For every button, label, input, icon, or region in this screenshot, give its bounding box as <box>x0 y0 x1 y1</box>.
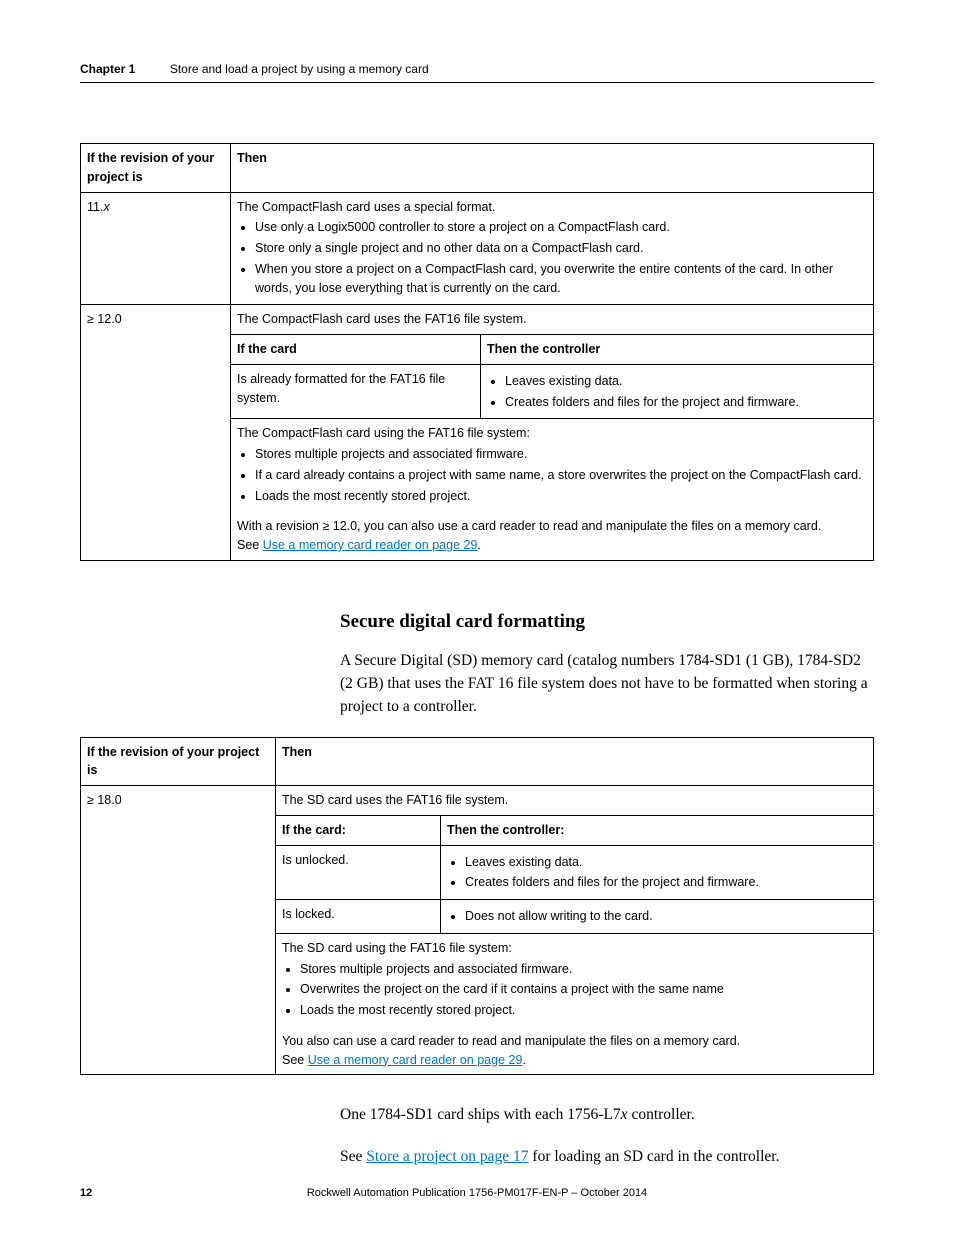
para-text: controller. <box>628 1106 695 1123</box>
col-revision-header: If the revision of your project is <box>81 144 231 193</box>
rev-cell: ≥ 18.0 <box>81 786 276 1075</box>
table-row: ≥ 12.0 The CompactFlash card uses the FA… <box>81 305 874 335</box>
rev-text: 11. <box>87 200 103 214</box>
col-then-header: Then <box>231 144 874 193</box>
table-header-row: If the revision of your project is Then <box>81 144 874 193</box>
bullet-list: Does not allow writing to the card. <box>447 907 867 926</box>
then-cell: The CompactFlash card uses a special for… <box>231 192 874 305</box>
list-item: Store only a single project and no other… <box>255 239 867 258</box>
bullet-list: Use only a Logix5000 controller to store… <box>237 218 867 297</box>
body-paragraph: See Store a project on page 17 for loadi… <box>340 1145 874 1168</box>
post-text: for loading an SD card in the controller… <box>529 1148 780 1165</box>
body-paragraph: A Secure Digital (SD) memory card (catal… <box>340 649 874 719</box>
para-text: One 1784-SD1 card ships with each 1756-L… <box>340 1106 621 1123</box>
list-item: Leaves existing data. <box>465 853 867 872</box>
list-item: Does not allow writing to the card. <box>465 907 867 926</box>
pre-text: See <box>340 1148 366 1165</box>
tail-text: You also can use a card reader to read a… <box>282 1032 867 1051</box>
bullet-list: Stores multiple projects and associated … <box>237 445 867 505</box>
inner-col1-header: If the card <box>231 335 481 365</box>
list-item: Loads the most recently stored project. <box>300 1001 867 1020</box>
section-heading: Secure digital card formatting <box>340 611 874 633</box>
bullet-list: Leaves existing data. Creates folders an… <box>447 853 867 893</box>
list-item: Use only a Logix5000 controller to store… <box>255 218 867 237</box>
col-then-header: Then <box>276 737 874 786</box>
list-item: Overwrites the project on the card if it… <box>300 980 867 999</box>
after-text: The SD card using the FAT16 file system: <box>282 939 867 958</box>
inner-cell: Is unlocked. <box>276 845 441 900</box>
list-item: Leaves existing data. <box>505 372 867 391</box>
table-row: 11.x The CompactFlash card uses a specia… <box>81 192 874 305</box>
sd-card-table: If the revision of your project is Then … <box>80 737 874 1076</box>
intro-text: The CompactFlash card uses a special for… <box>237 198 867 217</box>
after-cell: The CompactFlash card using the FAT16 fi… <box>231 419 874 513</box>
table-header-row: If the revision of your project is Then <box>81 737 874 786</box>
page-header: Chapter 1 Store and load a project by us… <box>80 60 874 83</box>
rev-suffix: x <box>103 200 109 214</box>
tail-link-line: See Use a memory card reader on page 29. <box>282 1051 867 1070</box>
inner-col1-header: If the card: <box>276 815 441 845</box>
inner-cell: Is locked. <box>276 900 441 934</box>
inner-cell: Is already formatted for the FAT16 file … <box>231 364 481 419</box>
tail-cell: You also can use a card reader to read a… <box>276 1027 874 1075</box>
inner-cell: Leaves existing data. Creates folders an… <box>481 364 874 419</box>
rev-cell: 11.x <box>81 192 231 305</box>
inner-col2-header: Then the controller: <box>441 815 874 845</box>
post-text: . <box>522 1053 525 1067</box>
list-item: Stores multiple projects and associated … <box>255 445 867 464</box>
table-row: ≥ 18.0 The SD card uses the FAT16 file s… <box>81 786 874 816</box>
list-item: Stores multiple projects and associated … <box>300 960 867 979</box>
body-paragraph: One 1784-SD1 card ships with each 1756-L… <box>340 1103 874 1126</box>
pre-text: See <box>237 538 263 552</box>
bullet-list: Stores multiple projects and associated … <box>282 960 867 1020</box>
col-revision-header: If the revision of your project is <box>81 737 276 786</box>
after-cell: The SD card using the FAT16 file system:… <box>276 933 874 1027</box>
chapter-number: Chapter 1 <box>80 62 135 76</box>
memory-card-reader-link[interactable]: Use a memory card reader on page 29 <box>308 1053 523 1067</box>
after-text: The CompactFlash card using the FAT16 fi… <box>237 424 867 443</box>
compactflash-table: If the revision of your project is Then … <box>80 143 874 561</box>
list-item: Loads the most recently stored project. <box>255 487 867 506</box>
tail-text: With a revision ≥ 12.0, you can also use… <box>237 517 867 536</box>
memory-card-reader-link[interactable]: Use a memory card reader on page 29 <box>263 538 478 552</box>
list-item: Creates folders and files for the projec… <box>505 393 867 412</box>
bullet-list: Leaves existing data. Creates folders an… <box>487 372 867 412</box>
post-text: . <box>477 538 480 552</box>
page-footer: 12 Rockwell Automation Publication 1756-… <box>80 1187 874 1199</box>
inner-cell: Does not allow writing to the card. <box>441 900 874 934</box>
intro-cell: The SD card uses the FAT16 file system. <box>276 786 874 816</box>
tail-cell: With a revision ≥ 12.0, you can also use… <box>231 512 874 560</box>
pre-text: See <box>282 1053 308 1067</box>
tail-link-line: See Use a memory card reader on page 29. <box>237 536 867 555</box>
inner-cell: Leaves existing data. Creates folders an… <box>441 845 874 900</box>
list-item: If a card already contains a project wit… <box>255 466 867 485</box>
store-project-link[interactable]: Store a project on page 17 <box>366 1148 528 1165</box>
inner-col2-header: Then the controller <box>481 335 874 365</box>
intro-cell: The CompactFlash card uses the FAT16 fil… <box>231 305 874 335</box>
chapter-title: Store and load a project by using a memo… <box>170 62 429 76</box>
footer-publication: Rockwell Automation Publication 1756-PM0… <box>80 1187 874 1199</box>
list-item: When you store a project on a CompactFla… <box>255 260 867 298</box>
para-italic: x <box>621 1106 628 1123</box>
rev-cell: ≥ 12.0 <box>81 305 231 561</box>
list-item: Creates folders and files for the projec… <box>465 873 867 892</box>
